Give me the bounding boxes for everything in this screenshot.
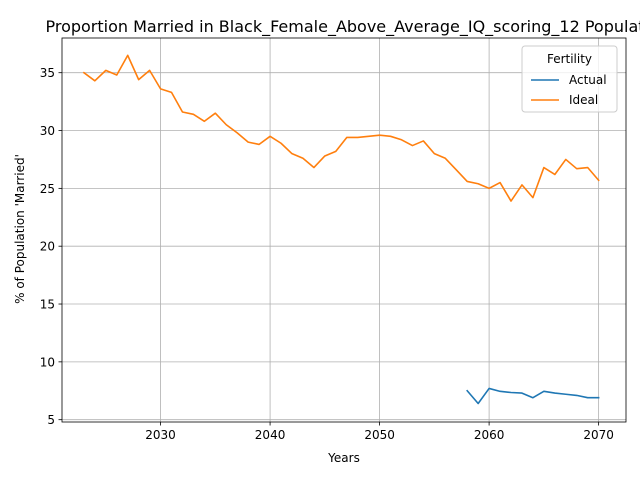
y-tick-label: 15 xyxy=(40,298,55,312)
y-tick-label: 35 xyxy=(40,66,55,80)
x-tick-label: 2070 xyxy=(583,428,614,442)
x-tick-label: 2040 xyxy=(255,428,286,442)
chart-title: Proportion Married in Black_Female_Above… xyxy=(45,17,640,37)
y-tick-label: 20 xyxy=(40,240,55,254)
plot-frame xyxy=(61,37,627,423)
series-line-ideal xyxy=(82,54,600,202)
ticks: 2030 2040 2050 2060 2070 5 10 15 20 25 30 35 xyxy=(40,66,614,442)
legend-title: Fertility xyxy=(547,52,592,66)
y-tick-label: 30 xyxy=(40,124,55,138)
grid xyxy=(62,38,626,422)
series-layer xyxy=(82,54,600,405)
x-tick-label: 2050 xyxy=(364,428,395,442)
legend: Fertility Actual Ideal xyxy=(521,45,618,113)
legend-label-ideal: Ideal xyxy=(569,93,598,107)
y-axis-label: % of Population 'Married' xyxy=(13,154,27,304)
x-axis-label: Years xyxy=(327,451,360,465)
series-line-actual xyxy=(466,387,600,405)
y-tick-label: 10 xyxy=(40,355,55,369)
x-tick-label: 2060 xyxy=(474,428,505,442)
y-tick-label: 25 xyxy=(40,182,55,196)
x-tick-label: 2030 xyxy=(145,428,176,442)
y-tick-label: 5 xyxy=(47,413,55,427)
legend-label-actual: Actual xyxy=(569,73,607,87)
legend-box xyxy=(521,45,618,113)
